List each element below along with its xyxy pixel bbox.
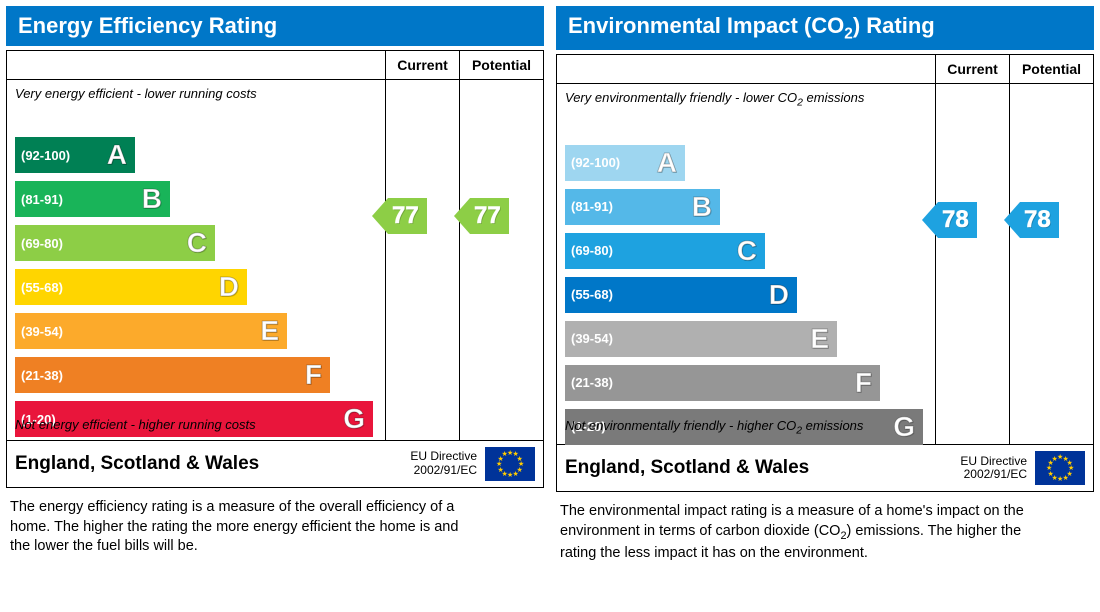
band-range: (21-38) xyxy=(565,375,613,390)
band-letter: D xyxy=(219,269,239,305)
band-range: (55-68) xyxy=(15,280,63,295)
column-current: Current xyxy=(935,55,1009,84)
rating-panel-environmental: Environmental Impact (CO2) Rating Curren… xyxy=(556,6,1094,563)
column-current: Current xyxy=(385,51,459,80)
band-bar-a: (92-100) A xyxy=(15,137,135,173)
band-letter: E xyxy=(810,321,829,357)
band-range: (92-100) xyxy=(15,148,70,163)
band-range: (39-54) xyxy=(15,324,63,339)
band-range: (21-38) xyxy=(15,368,63,383)
band-range: (81-91) xyxy=(565,199,613,214)
directive-label: EU Directive2002/91/EC xyxy=(410,450,477,478)
footer-row: England, Scotland & Wales EU Directive200… xyxy=(557,444,1093,491)
band-letter: A xyxy=(657,145,677,181)
band-range: (92-100) xyxy=(565,155,620,170)
eu-flag-icon: ★★★★★★★★★★★★ xyxy=(485,447,535,481)
band-letter: F xyxy=(305,357,322,393)
band-letter: C xyxy=(737,233,757,269)
bottom-note: Not energy efficient - higher running co… xyxy=(7,411,264,438)
region-label: England, Scotland & Wales xyxy=(565,457,952,479)
chart-box: CurrentPotential Very energy efficient - … xyxy=(6,50,544,488)
band-letter: F xyxy=(855,365,872,401)
band-letter: B xyxy=(692,189,712,225)
column-potential: Potential xyxy=(459,51,543,80)
band-range: (55-68) xyxy=(565,287,613,302)
eu-flag-icon: ★★★★★★★★★★★★ xyxy=(1035,451,1085,485)
band-bar-a: (92-100) A xyxy=(565,145,685,181)
band-range: (69-80) xyxy=(15,236,63,251)
rating-panel-energy: Energy Efficiency Rating CurrentPotentia… xyxy=(6,6,544,563)
pointer-value: 77 xyxy=(388,198,427,234)
pointer-value: 78 xyxy=(1020,202,1059,238)
top-note: Very energy efficient - lower running co… xyxy=(7,80,385,107)
band-range: (81-91) xyxy=(15,192,63,207)
band-letter: G xyxy=(343,401,365,437)
pointer-potential: 78 xyxy=(1004,202,1059,238)
pointer-current: 77 xyxy=(372,198,427,234)
band-bar-d: (55-68) D xyxy=(15,269,247,305)
band-bar-e: (39-54) E xyxy=(565,321,837,357)
footer-row: England, Scotland & Wales EU Directive200… xyxy=(7,440,543,487)
pointer-value: 77 xyxy=(470,198,509,234)
bottom-note: Not environmentally friendly - higher CO… xyxy=(557,412,871,443)
band-letter: C xyxy=(187,225,207,261)
band-bar-e: (39-54) E xyxy=(15,313,287,349)
band-bar-d: (55-68) D xyxy=(565,277,797,313)
band-bar-b: (81-91) B xyxy=(15,181,170,217)
band-letter: E xyxy=(260,313,279,349)
pointer-value: 78 xyxy=(938,202,977,238)
epc-container: Energy Efficiency Rating CurrentPotentia… xyxy=(6,6,1094,563)
band-letter: B xyxy=(142,181,162,217)
band-range: (39-54) xyxy=(565,331,613,346)
top-note: Very environmentally friendly - lower CO… xyxy=(557,84,935,115)
band-letter: G xyxy=(893,409,915,445)
band-bar-f: (21-38) F xyxy=(15,357,330,393)
directive-label: EU Directive2002/91/EC xyxy=(960,455,1027,483)
band-letter: D xyxy=(769,277,789,313)
band-letter: A xyxy=(107,137,127,173)
pointer-current: 78 xyxy=(922,202,977,238)
chart-box: CurrentPotential Very environmentally fri… xyxy=(556,54,1094,492)
panel-title: Environmental Impact (CO2) Rating xyxy=(556,6,1094,50)
panel-caption: The energy efficiency rating is a measur… xyxy=(6,488,486,557)
pointer-potential: 77 xyxy=(454,198,509,234)
region-label: England, Scotland & Wales xyxy=(15,453,402,475)
band-bar-f: (21-38) F xyxy=(565,365,880,401)
band-bar-b: (81-91) B xyxy=(565,189,720,225)
panel-title: Energy Efficiency Rating xyxy=(6,6,544,46)
band-bar-c: (69-80) C xyxy=(565,233,765,269)
band-bar-c: (69-80) C xyxy=(15,225,215,261)
panel-caption: The environmental impact rating is a mea… xyxy=(556,492,1036,563)
column-potential: Potential xyxy=(1009,55,1093,84)
band-range: (69-80) xyxy=(565,243,613,258)
